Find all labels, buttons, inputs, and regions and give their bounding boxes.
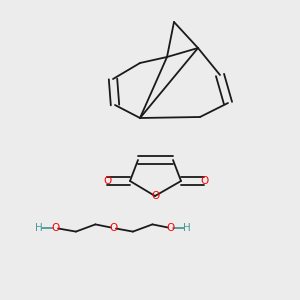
- Text: H: H: [35, 223, 43, 233]
- Text: H: H: [183, 223, 191, 233]
- Text: O: O: [166, 223, 175, 233]
- Text: O: O: [51, 223, 60, 233]
- Text: O: O: [109, 223, 118, 233]
- Text: O: O: [151, 191, 159, 201]
- Text: O: O: [200, 176, 208, 186]
- Text: O: O: [103, 176, 111, 186]
